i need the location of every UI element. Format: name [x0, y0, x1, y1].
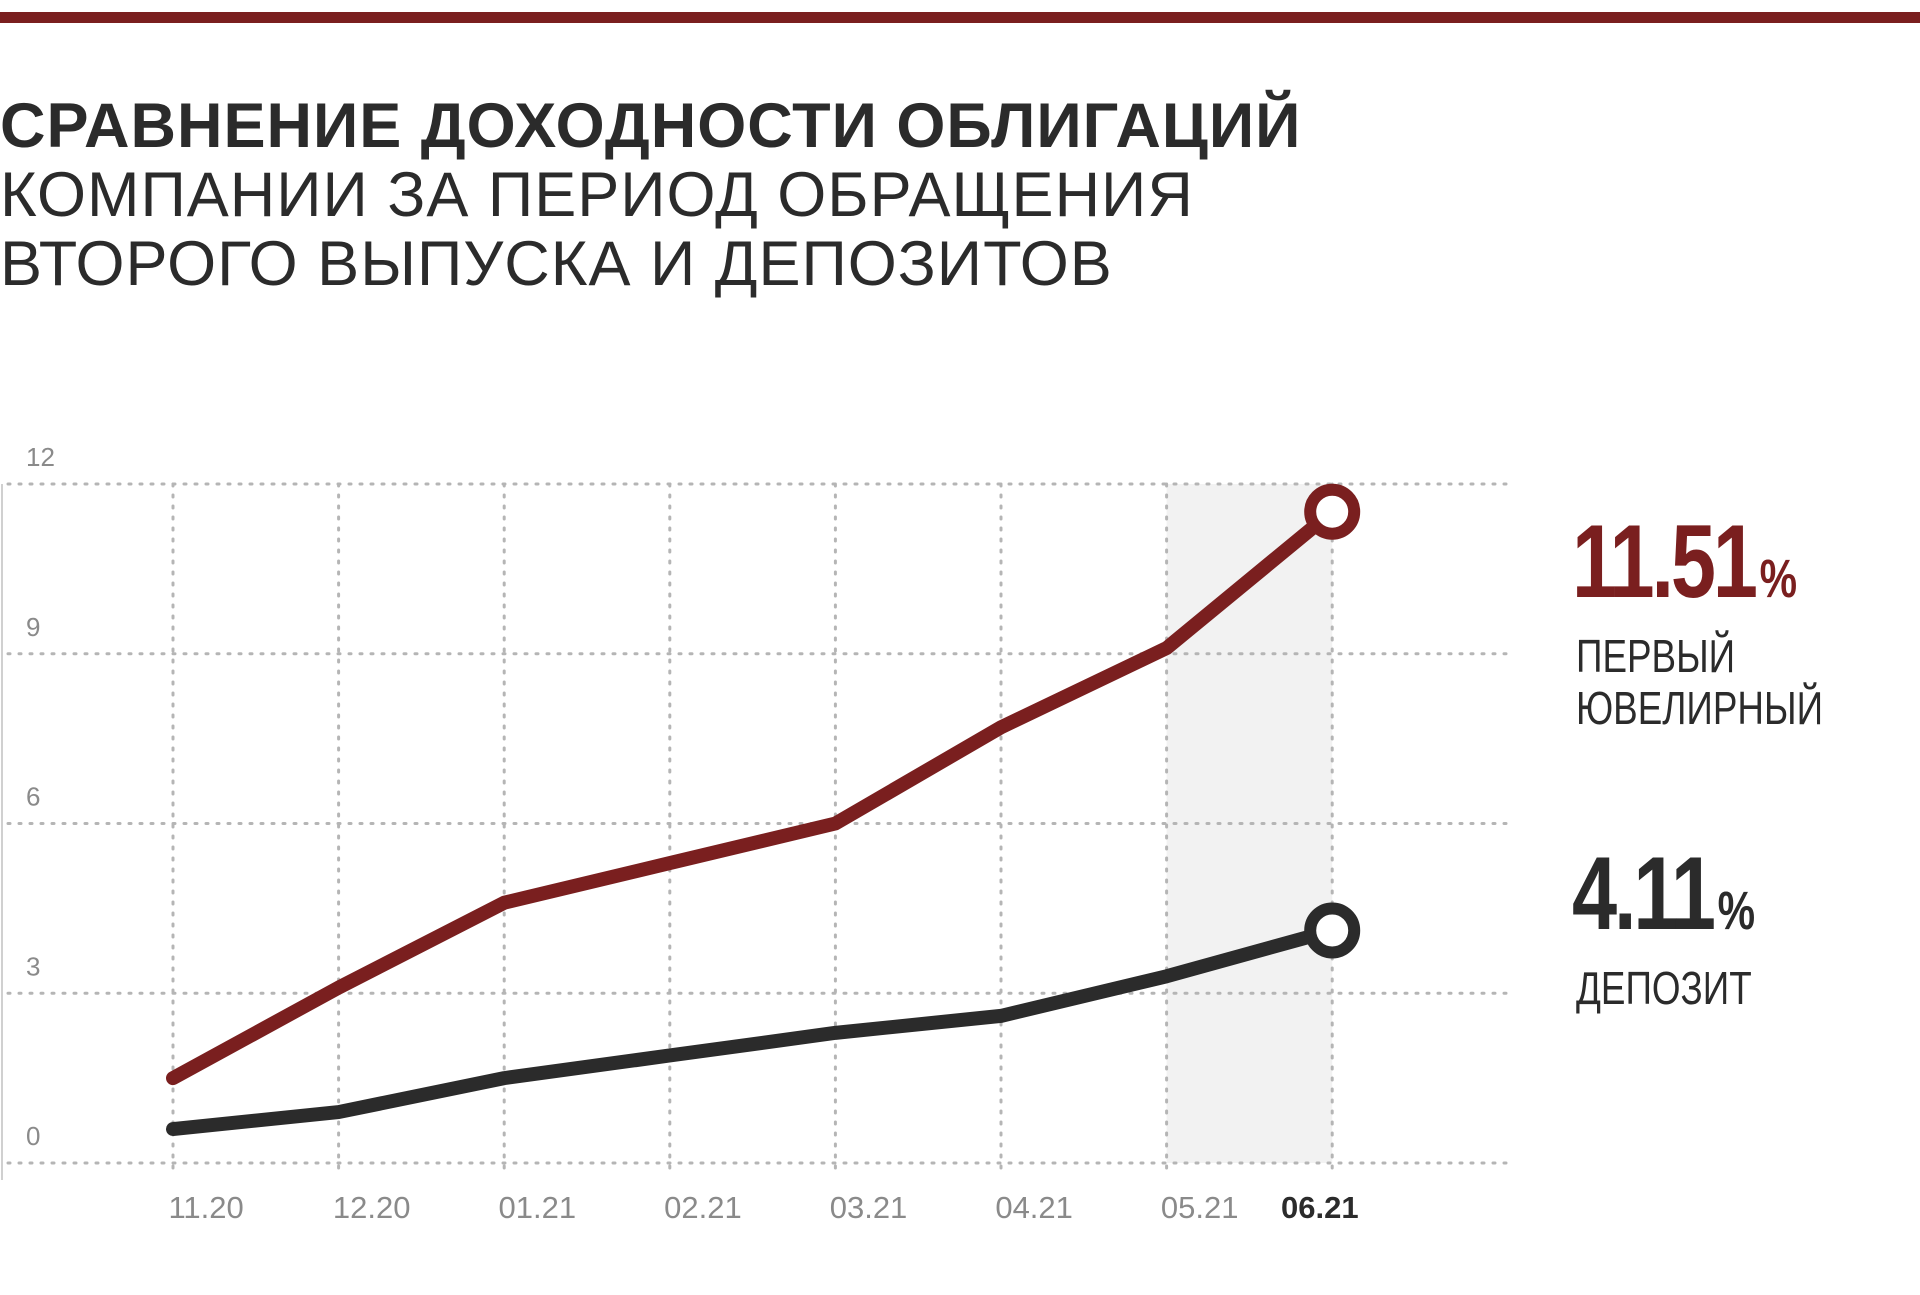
series-end-marker	[1304, 483, 1361, 540]
title-line-3: ВТОРОГО ВЫПУСКА И ДЕПОЗИТОВ	[0, 229, 1113, 299]
bonds-yield-value: 11.51%	[1572, 510, 1797, 631]
bonds-yield-unit: %	[1759, 549, 1798, 609]
deposit-series-label: ДЕПОЗИТ	[1576, 962, 1752, 1014]
series-end-marker	[1304, 902, 1361, 959]
y-tick-label: 12	[26, 442, 55, 472]
y-tick-label: 6	[26, 782, 40, 812]
x-tick-label: 02.21	[664, 1190, 742, 1225]
bonds-yield-number: 11.51	[1572, 504, 1758, 620]
x-tick-label: 11.20	[168, 1190, 243, 1225]
x-tick-label: 01.21	[499, 1190, 577, 1225]
y-tick-label: 3	[26, 951, 40, 981]
title-line-2: КОМПАНИИ ЗА ПЕРИОД ОБРАЩЕНИЯ	[0, 160, 1194, 230]
y-tick-label: 9	[26, 612, 40, 642]
title-line-1: СРАВНЕНИЕ ДОХОДНОСТИ ОБЛИГАЦИЙ	[0, 91, 1302, 161]
x-tick-label: 05.21	[1161, 1190, 1239, 1225]
top-accent-rule	[0, 12, 1920, 23]
y-axis: 12 9 6 3 0	[26, 442, 55, 1151]
deposit-yield-value: 4.11%	[1572, 842, 1755, 963]
x-axis: 11.20 12.20 01.21 02.21 03.21 04.21 05.21 06.21	[168, 1190, 1358, 1225]
series-line	[166, 923, 1340, 1137]
y-tick-label: 0	[26, 1121, 40, 1151]
chart-title: СРАВНЕНИЕ ДОХОДНОСТИ ОБЛИГАЦИЙ КОМПАНИИ …	[0, 92, 1301, 299]
series-layer	[166, 483, 1361, 1137]
x-tick-label: 12.20	[333, 1190, 411, 1225]
bonds-series-label: ПЕРВЫЙ ЮВЕЛИРНЫЙ	[1576, 630, 1824, 734]
deposit-yield-number: 4.11	[1572, 836, 1716, 952]
series-line	[166, 504, 1340, 1086]
x-tick-label: 03.21	[830, 1190, 908, 1225]
grid-layer	[1, 482, 1510, 1180]
x-tick-label: 06.21	[1281, 1190, 1359, 1225]
x-tick-label: 04.21	[995, 1190, 1073, 1225]
deposit-yield-unit: %	[1717, 881, 1756, 941]
